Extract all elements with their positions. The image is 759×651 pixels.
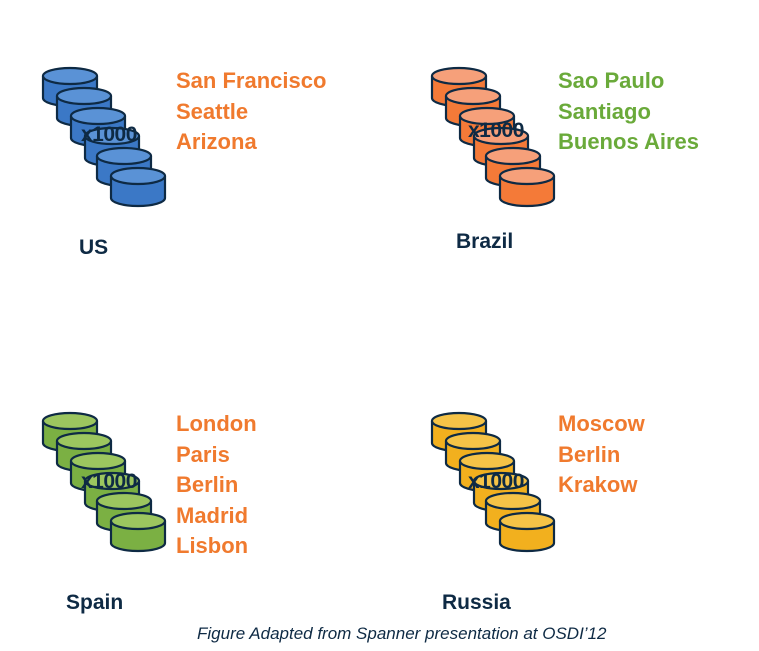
region-russia: x1000 Moscow Berlin Krakow Russia xyxy=(430,409,759,639)
database-cylinder-icon xyxy=(109,511,167,553)
city-name: Krakow xyxy=(558,472,638,497)
database-stack-icon xyxy=(430,64,560,224)
city-name: Buenos Aires xyxy=(558,129,700,154)
database-cylinders-russia xyxy=(430,411,556,553)
city-name: Madrid xyxy=(176,502,249,528)
region-us: x1000 San Francisco Seattle Arizona US xyxy=(41,64,381,294)
city-name: Berlin xyxy=(558,441,621,467)
database-cylinder-icon xyxy=(498,166,556,208)
database-stack-icon xyxy=(41,409,171,569)
city-name: London xyxy=(176,411,257,436)
city-name: Arizona xyxy=(176,129,257,154)
city-name: Santiago xyxy=(558,98,651,124)
city-name: Lisbon xyxy=(176,533,249,558)
replica-multiplier: x1000 xyxy=(468,470,524,493)
replica-multiplier: x1000 xyxy=(468,119,524,142)
city-name: San Francisco xyxy=(176,68,327,93)
database-cylinder-icon xyxy=(498,511,556,553)
database-stack-icon xyxy=(430,409,560,569)
city-name: Berlin xyxy=(176,472,239,497)
city-name: Paris xyxy=(176,441,230,467)
replica-multiplier: x1000 xyxy=(81,123,137,146)
region-name: US xyxy=(79,236,109,259)
city-name: Moscow xyxy=(558,411,645,436)
figure-caption: Figure Adapted from Spanner presentation… xyxy=(197,624,607,643)
city-name: Sao Paulo xyxy=(558,68,665,93)
region-name: Russia xyxy=(442,591,511,614)
city-list: Moscow Berlin Krakow xyxy=(558,409,645,501)
city-name: Seattle xyxy=(176,98,249,124)
region-spain: x1000 London Paris Berlin Madrid Lisbon Spai… xyxy=(41,409,381,639)
city-list: Sao Paulo Santiago Buenos Aires xyxy=(558,66,699,158)
database-cylinders-spain xyxy=(41,411,167,553)
database-stack-icon xyxy=(41,64,171,224)
database-cylinder-icon xyxy=(109,166,167,208)
region-name: Spain xyxy=(66,591,124,614)
database-cylinders-brazil xyxy=(430,66,556,208)
region-name: Brazil xyxy=(456,230,514,253)
region-brazil: x1000 Sao Paulo Santiago Buenos Aires Braz… xyxy=(430,64,759,294)
city-list: London Paris Berlin Madrid Lisbon xyxy=(176,409,257,562)
city-list: San Francisco Seattle Arizona xyxy=(176,66,326,158)
database-cylinders-us xyxy=(41,66,167,208)
replica-multiplier: x1000 xyxy=(81,470,137,493)
